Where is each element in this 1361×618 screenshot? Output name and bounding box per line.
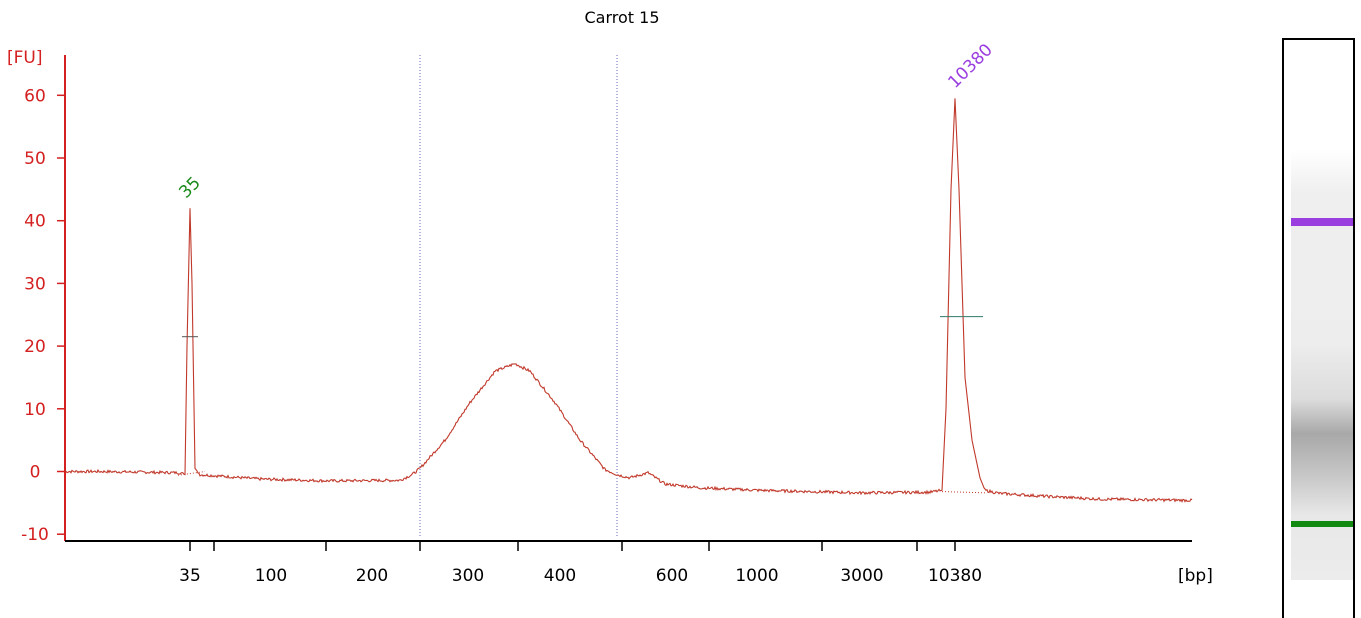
y-tick-label: 0 [30, 463, 41, 483]
x-axis-unit-label: [bp] [1178, 566, 1213, 586]
y-tick-label: 20 [24, 337, 46, 357]
y-tick-label: -10 [21, 525, 49, 545]
gel-lane [1291, 150, 1353, 580]
peak-label: 10380 [944, 40, 996, 92]
y-ticks: -10 0 10 20 30 40 50 60 [21, 86, 65, 545]
y-tick-label: 10 [24, 400, 46, 420]
gel-image [1282, 38, 1355, 618]
gel-band-upper-marker [1291, 218, 1353, 226]
region-markers [419, 55, 618, 536]
y-tick-label: 30 [24, 274, 46, 294]
y-tick-label: 40 [24, 212, 46, 232]
series-trace-line [64, 98, 1193, 503]
gel-band-lower-marker [1291, 521, 1353, 527]
x-tick-label: 400 [544, 566, 576, 586]
axes [64, 55, 1192, 542]
x-tick-label: 300 [452, 566, 484, 586]
x-tick-label: 3000 [840, 566, 883, 586]
x-tick-label: 35 [179, 566, 201, 586]
x-tick-label: 100 [255, 566, 287, 586]
x-ticks: 35 100 200 300 400 600 1000 3000 10380 [179, 541, 982, 586]
x-tick-label: 600 [656, 566, 688, 586]
peak-baseline-10380 [941, 491, 986, 494]
y-axis-unit-label: [FU] [7, 48, 43, 68]
electropherogram-chart: Carrot 15 [FU] [bp] -10 0 10 20 30 40 50 60 35 1… [7, 8, 1213, 586]
peak-annotations: 35 10380 [175, 40, 996, 202]
x-tick-label: 10380 [928, 566, 982, 586]
x-tick-label: 200 [356, 566, 388, 586]
chart-title: Carrot 15 [584, 8, 659, 27]
peak-label: 35 [175, 173, 204, 202]
x-tick-label: 1000 [735, 566, 778, 586]
y-tick-label: 60 [24, 86, 46, 106]
y-tick-label: 50 [24, 149, 46, 169]
trace-layer [64, 98, 1193, 503]
